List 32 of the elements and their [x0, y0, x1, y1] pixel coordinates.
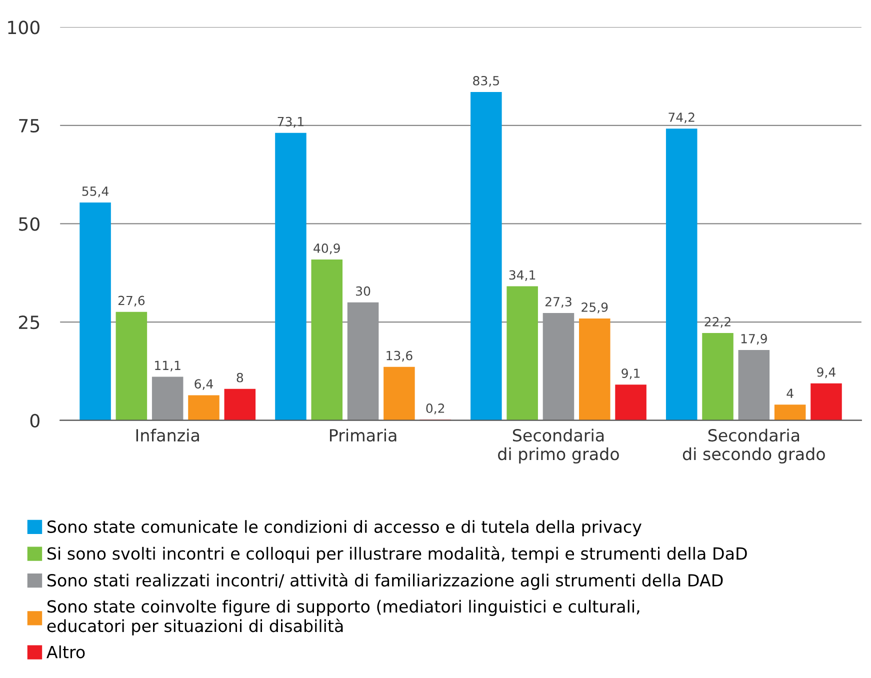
legend-label: Si sono svolti incontri e colloqui per illustrare modalità, tempi e strumenti della DaD	[47, 546, 747, 564]
data-label: 25,9	[582, 302, 608, 314]
data-label: 9,4	[817, 367, 836, 378]
legend-label: Sono state coinvolte figure di supporto (mediatori linguistici e culturali, educatori per situazioni di disabilità	[47, 600, 640, 636]
legend-label: Sono state comunicate le condizioni di accesso e di tutela della privacy	[47, 520, 642, 536]
data-label: 13,6	[386, 350, 412, 362]
data-label: 17,9	[741, 334, 767, 345]
data-label: 34,1	[509, 270, 536, 281]
y-tick-label: 100	[8, 20, 40, 34]
data-label: 6,4	[194, 379, 213, 390]
y-tick-label: 25	[19, 316, 40, 330]
y-tick-label: 75	[19, 119, 40, 133]
y-tick-label: 50	[19, 217, 40, 231]
y-tick-label: 0	[30, 414, 40, 428]
data-label: 8	[236, 372, 244, 382]
data-label: 27,6	[118, 296, 145, 307]
x-tick-label: Infanzia	[136, 428, 199, 442]
data-label: 55,4	[82, 186, 108, 198]
legend-label: Altro	[46, 645, 85, 658]
data-label: 0,2	[426, 404, 444, 414]
data-label: 30	[356, 286, 370, 296]
x-tick-label: Secondaria di secondo grado	[682, 428, 825, 464]
data-label: 83,5	[473, 76, 499, 87]
x-tick-label: Primaria	[330, 428, 396, 442]
legend-label: Sono stati realizzati incontri/ attività di familiarizzazione agli strumenti della DAD	[47, 573, 723, 590]
data-label: 27,3	[545, 296, 572, 308]
data-label: 11,1	[155, 360, 180, 372]
data-label: 4	[786, 388, 794, 398]
data-label: 40,9	[314, 243, 340, 254]
data-label: 74,2	[668, 112, 694, 124]
data-label: 9,1	[622, 368, 640, 380]
x-tick-label: Secondaria di primo grado	[498, 428, 619, 464]
